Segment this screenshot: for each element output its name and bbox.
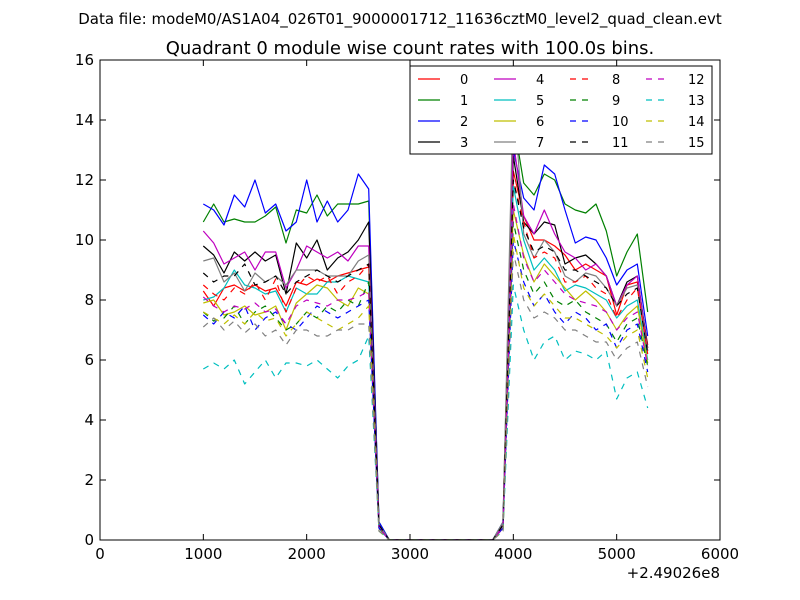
legend-label-3: 3 [460, 136, 468, 151]
series-11-line [202, 179, 649, 540]
series-10-line [202, 239, 649, 540]
series-7-line [203, 89, 649, 540]
series-15-line [202, 251, 649, 540]
x-tick-label: 1000 [184, 545, 222, 563]
y-tick-label: 12 [75, 171, 94, 189]
axes: 0 1000 2000 3000 4000 5000 6000+2.49026e8 0 2 4 6 8… [75, 51, 739, 582]
legend-label-7: 7 [536, 136, 544, 151]
legend-label-15: 15 [688, 136, 705, 151]
y-tick-label: 6 [84, 351, 94, 369]
series-12-line [202, 203, 649, 540]
y-tick-label: 2 [84, 471, 94, 489]
series-2-line [203, 149, 649, 540]
legend-label-10: 10 [612, 115, 629, 130]
series-8-line [202, 179, 649, 540]
x-tick-label: 0 [95, 545, 105, 563]
series-9-line [202, 221, 649, 540]
plot-area [202, 89, 649, 540]
y-tick-label: 14 [75, 111, 94, 129]
legend-label-0: 0 [460, 73, 468, 88]
series-4-line [202, 140, 649, 540]
series-6-line [203, 209, 649, 540]
series-0-line [202, 170, 649, 540]
legend-label-13: 13 [688, 94, 705, 109]
x-tick-label: 2000 [288, 545, 326, 563]
series-13-line [203, 284, 649, 540]
legend-label-2: 2 [460, 115, 468, 130]
legend-label-11: 11 [612, 136, 629, 151]
x-tick-label: 6000 [701, 545, 739, 563]
series-5-line [203, 185, 649, 540]
legend-label-6: 6 [536, 115, 544, 130]
x-tick-label: 3000 [391, 545, 429, 563]
legend-label-5: 5 [536, 94, 544, 109]
legend-label-14: 14 [688, 115, 705, 130]
chart-title: Quadrant 0 module wise count rates with … [166, 38, 655, 59]
legend-label-9: 9 [612, 94, 620, 109]
y-tick-label: 16 [75, 51, 94, 69]
y-tick-label: 0 [84, 531, 94, 549]
legend-label-12: 12 [688, 73, 705, 88]
legend-label-4: 4 [536, 73, 544, 88]
y-tick-label: 10 [75, 231, 94, 249]
legend-box [409, 65, 713, 155]
x-tick-label: 5000 [598, 545, 636, 563]
y-tick-label: 4 [84, 411, 94, 429]
x-offset-label: +2.49026e8 [627, 564, 720, 582]
chart-suptitle: Data file: modeM0/AS1A04_026T01_90000017… [78, 10, 722, 29]
series-3-line [202, 155, 649, 540]
x-tick-label: 4000 [494, 545, 532, 563]
legend-label-8: 8 [612, 73, 620, 88]
series-1-line [202, 119, 649, 540]
legend-label-1: 1 [460, 94, 468, 109]
y-tick-label: 8 [84, 291, 94, 309]
